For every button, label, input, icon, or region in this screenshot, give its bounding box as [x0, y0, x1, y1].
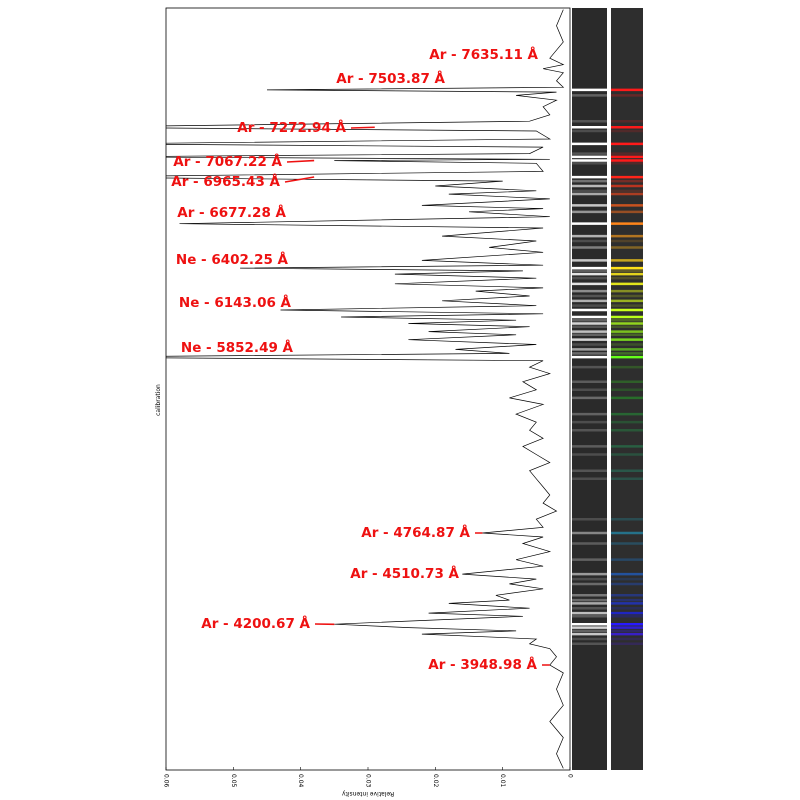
x-tick-label: 0.02: [432, 774, 439, 788]
x-tick-label: 0.01: [499, 774, 506, 788]
x-tick-label: 0.04: [297, 774, 304, 788]
annotation-label: Ar - 4510.73 Å: [350, 565, 459, 582]
annotation-label: Ar - 4200.67 Å: [201, 615, 310, 632]
annotation-label: Ar - 6965.43 Å: [171, 173, 280, 190]
annotation-arrow: [286, 159, 315, 163]
x-tick-label: 0.06: [163, 774, 170, 788]
bands: [572, 88, 643, 646]
annotation-label: Ne - 5852.49 Å: [181, 339, 294, 356]
annotation-label: Ar - 7503.87 Å: [336, 70, 445, 87]
gray-strip: [572, 8, 607, 770]
annotation-label: Ar - 4764.87 Å: [361, 524, 470, 541]
overlay: Ar - 7635.11 Å Ar - 7503.87 Å Ar - 7272.94…: [171, 46, 550, 673]
spectrum-line: [166, 9, 565, 769]
annotation-label: Ar - 3948.98 Å: [428, 656, 537, 673]
y-axis-label: calibration: [155, 384, 162, 416]
annotation-label: Ar - 6677.28 Å: [177, 204, 286, 221]
annotation-label: Ne - 6143.06 Å: [179, 294, 292, 311]
annotation-label: Ar - 7272.94 Å: [237, 119, 346, 136]
annotation-arrow: [350, 126, 375, 129]
annotation-label: Ar - 7635.11 Å: [429, 46, 538, 63]
x-axis-label: Relative intensity: [341, 790, 394, 797]
x-tick-label: 0.05: [230, 774, 237, 788]
x-tick-label: 0.03: [365, 774, 372, 788]
annotation-arrow: [284, 176, 315, 183]
x-tick-label: 0: [567, 774, 574, 778]
color-strip: [611, 8, 643, 770]
plot-area: [166, 9, 565, 769]
annotation-label: Ne - 6402.25 Å: [176, 251, 289, 268]
annotation-label: Ar - 7067.22 Å: [173, 153, 282, 170]
